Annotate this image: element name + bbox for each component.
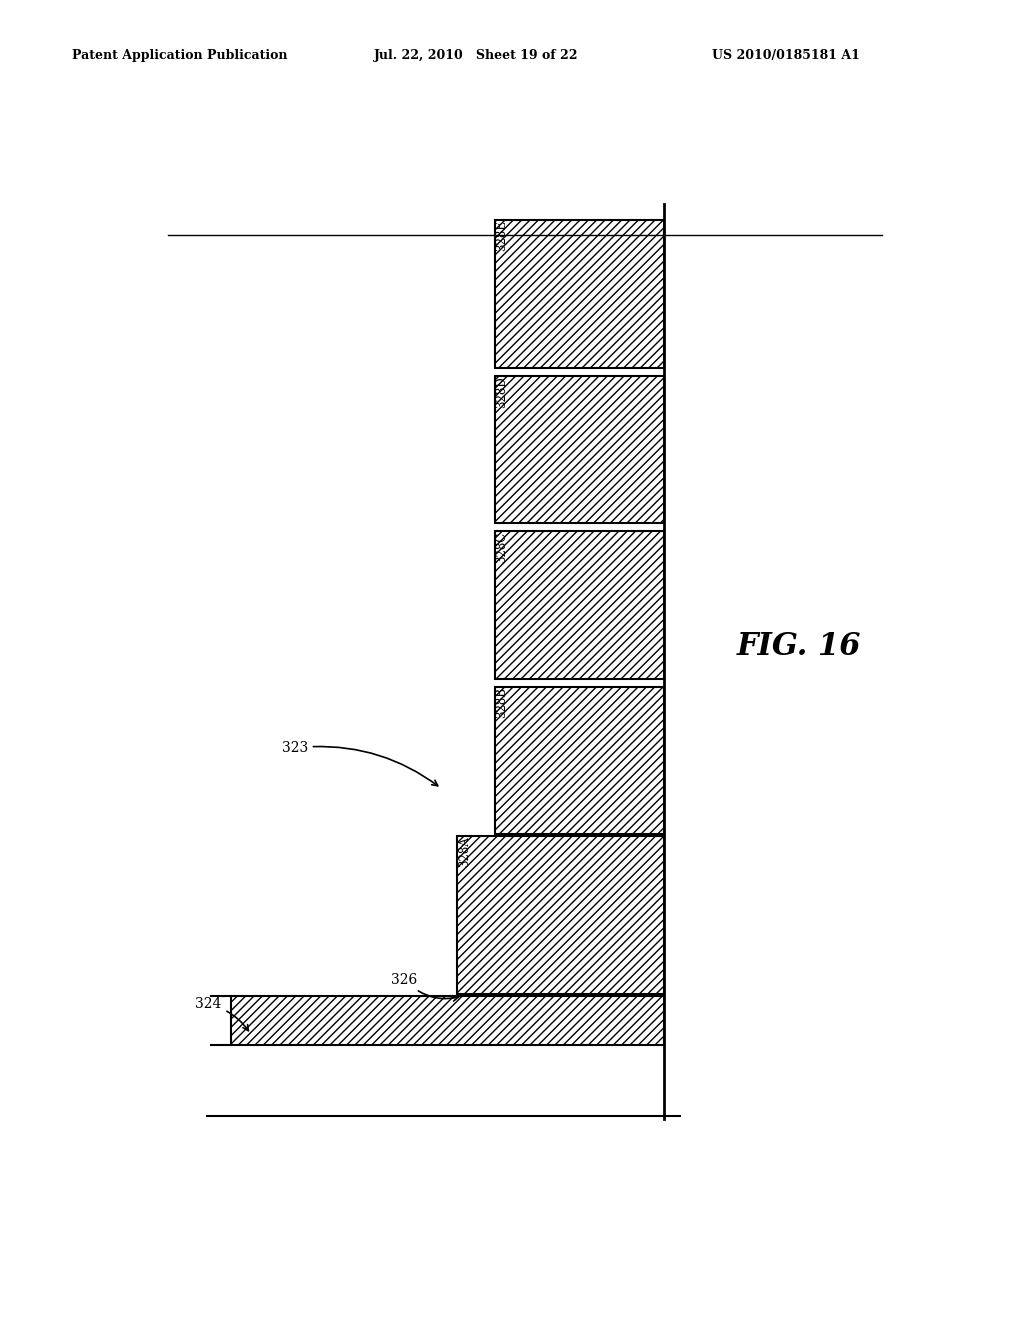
Text: 326: 326 [391,973,459,1001]
Bar [495,686,664,834]
Bar [495,532,664,678]
Text: 328A: 328A [458,837,471,867]
Text: 324: 324 [196,997,249,1031]
Text: 323: 323 [282,741,437,785]
Text: 328E: 328E [496,220,509,251]
Text: FIG. 16: FIG. 16 [736,631,861,661]
Bar [231,995,664,1044]
Bar [495,376,664,523]
Text: Patent Application Publication: Patent Application Publication [72,49,287,62]
Text: 328B: 328B [496,686,509,718]
Text: 328C: 328C [496,532,509,562]
Text: US 2010/0185181 A1: US 2010/0185181 A1 [712,49,859,62]
Bar [458,837,664,994]
Text: 328D: 328D [496,376,509,408]
Bar [495,220,664,368]
Text: Jul. 22, 2010   Sheet 19 of 22: Jul. 22, 2010 Sheet 19 of 22 [374,49,579,62]
